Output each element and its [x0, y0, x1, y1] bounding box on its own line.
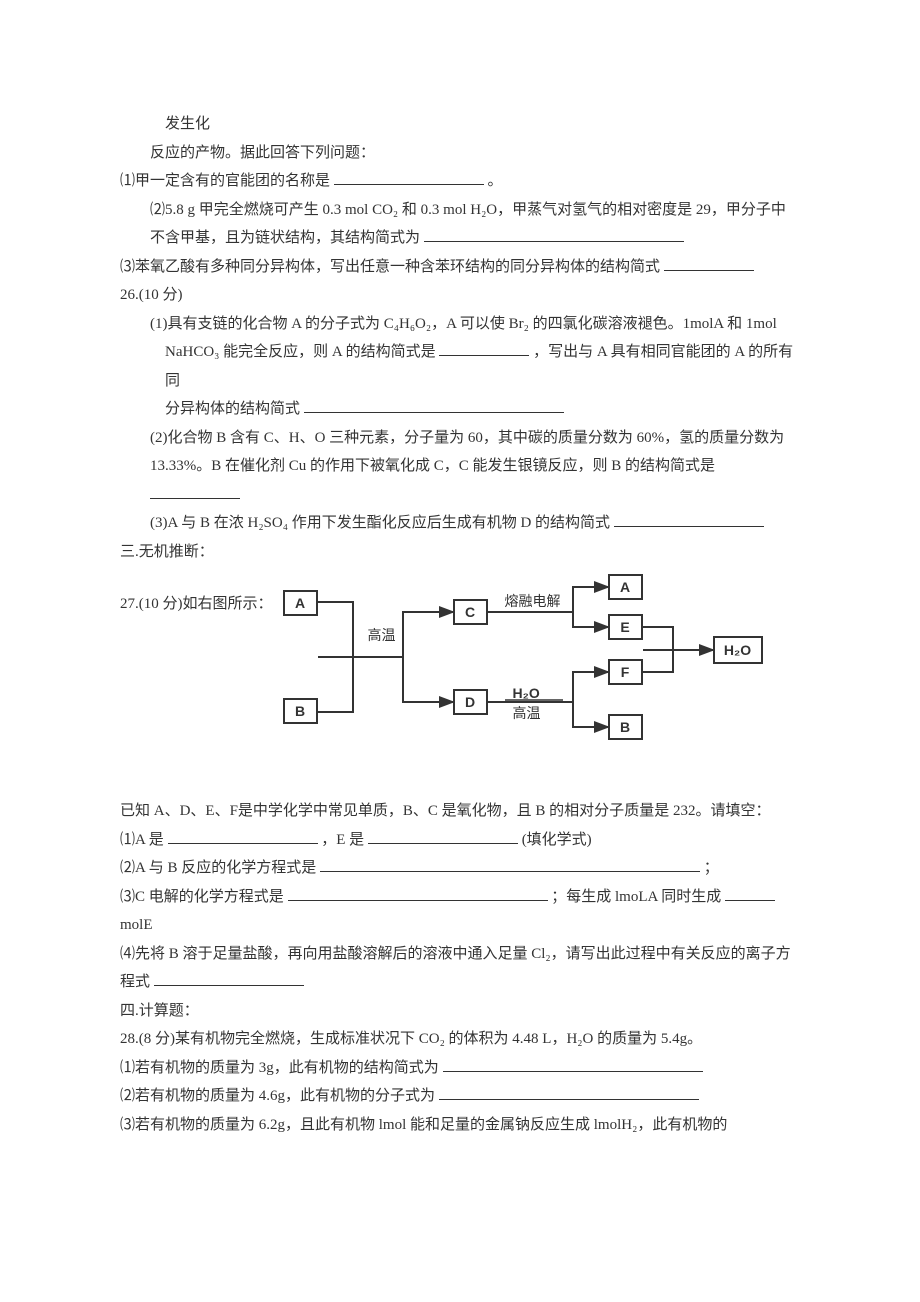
blank [664, 255, 754, 271]
q27-3: ⑶C 电解的化学方程式是 ；每生成 lmoLA 同时生成 molE [120, 883, 800, 940]
q27-1-c: (填化学式) [522, 832, 592, 848]
q25-1: ⑴甲一定含有的官能团的名称是 。 [120, 167, 800, 196]
section-4-head: 四.计算题： [120, 997, 800, 1026]
q28-3: ⑶若有机物的质量为 6.2g，且此有机物 lmol 能和足量的金属钠反应生成 l… [120, 1111, 800, 1140]
blank [168, 828, 318, 844]
blank [154, 970, 304, 986]
section-3-head: 三.无机推断： [120, 538, 800, 567]
q26-1-text-d: 分异构体的结构简式 [165, 401, 300, 417]
q27-1-a: ⑴A 是 [120, 832, 168, 848]
q25-2-line1: ⑵5.8 g 甲完全燃烧可产生 0.3 mol CO₂ 和 0.3 mol H₂… [120, 196, 800, 225]
blank [424, 226, 684, 242]
q28-2: ⑵若有机物的质量为 4.6g，此有机物的分子式为 [120, 1082, 800, 1111]
q27-row: 27.(10 分)如右图所示： [120, 572, 800, 747]
node-f: F [608, 659, 643, 685]
q26-1-line2: NaHCO₃ 能完全反应，则 A 的结构简式是 ，写出与 A 具有相同官能团的 … [120, 338, 800, 395]
blank [443, 1056, 703, 1072]
q26-1-text-b: NaHCO₃ 能完全反应，则 A 的结构简式是 [165, 344, 436, 360]
blank [334, 169, 484, 185]
q26-head: 26.(10 分) [120, 281, 800, 310]
q25-2-line2: 不含甲基，且为链状结构，其结构简式为 [120, 224, 800, 253]
q28-1-a: ⑴若有机物的质量为 3g，此有机物的结构简式为 [120, 1060, 439, 1076]
blank [439, 1084, 699, 1100]
q25-3-text: ⑶苯氧乙酸有多种同分异构体，写出任意一种含苯环结构的同分异构体的结构简式 [120, 259, 660, 275]
q28-1: ⑴若有机物的质量为 3g，此有机物的结构简式为 [120, 1054, 800, 1083]
q25-2-text-b: 不含甲基，且为链状结构，其结构简式为 [150, 230, 420, 246]
q26-1-line3: 分异构体的结构简式 [120, 395, 800, 424]
node-a1: A [283, 590, 318, 616]
node-e: E [608, 614, 643, 640]
blank [439, 340, 529, 356]
q25-1-text: ⑴甲一定含有的官能团的名称是 [120, 173, 330, 189]
q27-1-b: ，E 是 [321, 832, 364, 848]
line-fragment-2: 反应的产物。据此回答下列问题： [120, 139, 800, 168]
q27-lead: 27.(10 分)如右图所示： [120, 572, 273, 619]
q26-2-text: (2)化合物 B 含有 C、H、O 三种元素，分子量为 60，其中碳的质量分数为… [150, 430, 784, 475]
q27-2: ⑵A 与 B 反应的化学方程式是 ； [120, 854, 800, 883]
node-b2: B [608, 714, 643, 740]
blank [150, 483, 240, 499]
q25-1-end: 。 [488, 173, 503, 189]
blank [320, 856, 700, 872]
label-gaowen1: 高温 [368, 624, 396, 651]
q27-3-b: ；每生成 lmoLA 同时生成 [551, 889, 721, 905]
q27-intro: 已知 A、D、E、F是中学化学中常见单质，B、C 是氧化物，且 B 的相对分子质… [120, 797, 800, 826]
q26-2: (2)化合物 B 含有 C、H、O 三种元素，分子量为 60，其中碳的质量分数为… [120, 424, 800, 510]
flow-diagram: A B C D A E F B H₂O 高温 熔融电解 H₂O 高温 [273, 572, 773, 747]
q27-3-a: ⑶C 电解的化学方程式是 [120, 889, 284, 905]
label-gaowen2: 高温 [513, 702, 541, 729]
q26-3-text: (3)A 与 B 在浓 H₂SO₄ 作用下发生酯化反应后生成有机物 D 的结构简… [150, 515, 610, 531]
blank [304, 397, 564, 413]
node-c: C [453, 599, 488, 625]
q27-4: ⑷先将 B 溶于足量盐酸，再向用盐酸溶解后的溶液中通入足量 Cl₂，请写出此过程… [120, 940, 800, 997]
q27-3-c: molE [120, 917, 153, 933]
node-a2: A [608, 574, 643, 600]
node-b1: B [283, 698, 318, 724]
spacer [120, 757, 800, 797]
q28-head: 28.(8 分)某有机物完全燃烧，生成标准状况下 CO₂ 的体积为 4.48 L… [120, 1025, 800, 1054]
q26-1-line1: (1)具有支链的化合物 A 的分子式为 C₄H₆O₂，A 可以使 Br₂ 的四氯… [120, 310, 800, 339]
q28-2-a: ⑵若有机物的质量为 4.6g，此有机物的分子式为 [120, 1088, 435, 1104]
q26-3: (3)A 与 B 在浓 H₂SO₄ 作用下发生酯化反应后生成有机物 D 的结构简… [120, 509, 800, 538]
label-ronreng: 熔融电解 [505, 590, 561, 617]
blank [288, 885, 548, 901]
blank [725, 885, 775, 901]
q25-2-text-a: ⑵5.8 g 甲完全燃烧可产生 0.3 mol CO₂ 和 0.3 mol H₂… [150, 202, 786, 218]
q27-2-b: ； [704, 860, 719, 876]
q27-2-a: ⑵A 与 B 反应的化学方程式是 [120, 860, 316, 876]
blank [368, 828, 518, 844]
node-h2o: H₂O [713, 636, 763, 664]
document-page: 发生化 反应的产物。据此回答下列问题： ⑴甲一定含有的官能团的名称是 。 ⑵5.… [0, 0, 920, 1302]
q25-3: ⑶苯氧乙酸有多种同分异构体，写出任意一种含苯环结构的同分异构体的结构简式 [120, 253, 800, 282]
blank [614, 511, 764, 527]
node-d: D [453, 689, 488, 715]
q27-1: ⑴A 是 ，E 是 (填化学式) [120, 826, 800, 855]
line-fragment-1: 发生化 [120, 110, 800, 139]
